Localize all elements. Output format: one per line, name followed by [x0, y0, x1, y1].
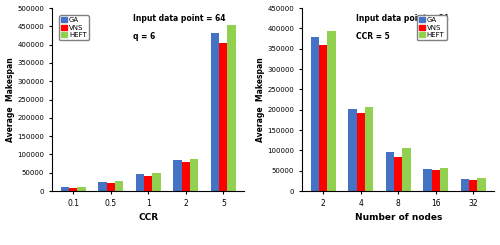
Bar: [174, 160, 182, 191]
Bar: [219, 43, 228, 191]
Y-axis label: Average  Makespan: Average Makespan: [6, 57, 15, 142]
Bar: [190, 159, 198, 191]
Bar: [106, 183, 115, 191]
Bar: [365, 107, 373, 191]
Legend: GA, VNS, HEFT: GA, VNS, HEFT: [60, 15, 89, 40]
Bar: [69, 188, 77, 191]
Bar: [136, 174, 144, 191]
Bar: [440, 168, 448, 191]
Bar: [461, 179, 469, 191]
Bar: [469, 180, 478, 191]
Bar: [182, 162, 190, 191]
Text: CCR = 5: CCR = 5: [356, 32, 390, 41]
Bar: [386, 152, 394, 191]
Bar: [478, 178, 486, 191]
Text: q = 6: q = 6: [133, 32, 155, 41]
Bar: [432, 170, 440, 191]
X-axis label: CCR: CCR: [138, 213, 158, 222]
Text: Input data point = 64: Input data point = 64: [133, 13, 226, 23]
Bar: [152, 173, 160, 191]
Bar: [319, 45, 327, 191]
Bar: [424, 169, 432, 191]
Legend: GA, VNS, HEFT: GA, VNS, HEFT: [417, 15, 446, 40]
Bar: [356, 113, 365, 191]
Bar: [394, 157, 402, 191]
X-axis label: Number of nodes: Number of nodes: [354, 213, 442, 222]
Bar: [310, 37, 319, 191]
Bar: [98, 182, 106, 191]
Y-axis label: Average  Makespan: Average Makespan: [256, 57, 264, 142]
Bar: [348, 109, 356, 191]
Bar: [211, 33, 219, 191]
Bar: [144, 176, 152, 191]
Bar: [228, 24, 235, 191]
Bar: [402, 148, 410, 191]
Text: Input data point = 64: Input data point = 64: [356, 13, 448, 23]
Bar: [60, 187, 69, 191]
Bar: [115, 181, 123, 191]
Bar: [327, 31, 336, 191]
Bar: [77, 187, 86, 191]
